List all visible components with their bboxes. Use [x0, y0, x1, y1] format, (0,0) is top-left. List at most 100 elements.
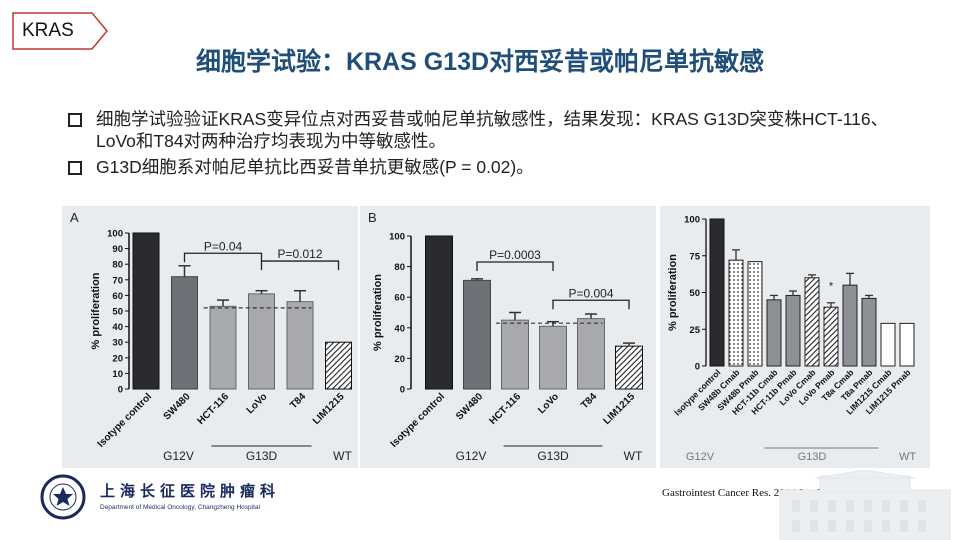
square-bullet-icon: [68, 113, 82, 127]
bar: [880, 322, 896, 367]
y-tick-label: 40: [112, 322, 123, 333]
y-tick-label: 0: [695, 362, 700, 373]
y-tick-label: 70: [112, 275, 123, 286]
y-tick-label: 0: [118, 385, 123, 396]
group-label-wt: WT: [333, 449, 352, 463]
x-tick-label: T84: [579, 391, 599, 411]
x-tick-label: LoVo: [536, 391, 561, 416]
y-tick-label: 100: [107, 229, 123, 240]
p-value-2-label: P=0.004: [568, 286, 613, 300]
x-tick-label: Isotype control: [389, 391, 448, 450]
group-label-g13d: G13D: [246, 449, 278, 463]
y-tick-label: 30: [112, 338, 123, 349]
bar: [804, 277, 820, 367]
significance-star: *: [829, 281, 834, 293]
y-tick-label: 80: [112, 260, 123, 271]
p-value-1-label: P=0.04: [204, 239, 243, 253]
y-axis-label: % proliferation: [372, 274, 384, 351]
x-tick-label: LoVo: [245, 391, 270, 416]
chart-b: B 0 20 40 60 80 100 % proliferation Isotype cont…: [368, 210, 643, 463]
group-label-wt: WT: [899, 451, 916, 463]
panel-letter: A: [70, 210, 79, 225]
y-axis-label: % proliferation: [90, 272, 102, 349]
y-tick-label: 50: [689, 288, 700, 299]
bar: [425, 235, 453, 390]
hospital-name-cn: 上海长征医院肿瘤科: [100, 483, 281, 500]
y-axis-label: % proliferation: [667, 254, 679, 331]
chart-a: A 0 10 20 30 40 50 60 70 80 90 100 % proliferation Is…: [70, 210, 352, 463]
bar: [463, 279, 491, 390]
square-bullet-icon: [68, 161, 82, 175]
bar: [132, 232, 160, 390]
group-label-g13d: G13D: [537, 449, 569, 463]
y-tick-label: 80: [394, 262, 405, 273]
bar: [785, 294, 801, 367]
y-tick-label: 100: [684, 215, 700, 226]
y-tick-label: 20: [112, 353, 123, 364]
y-tick-label: 40: [394, 323, 405, 334]
bar: [861, 297, 877, 367]
x-tick-label: LIM1215: [601, 391, 637, 427]
chart-panel-c: 0 25 50 75 100% proliferation Isotype control…: [660, 206, 930, 468]
bullet-text: 细胞学试验验证KRAS变异位点对西妥昔或帕尼单抗敏感性，结果发现：KRAS G1…: [96, 109, 889, 151]
bar: [171, 276, 198, 390]
p-value-1-bracket: [183, 252, 263, 263]
bar: [766, 299, 782, 367]
panel-letter: B: [368, 210, 377, 225]
x-tick-label: Isotype control: [96, 391, 155, 450]
p-value-2-bracket: [260, 260, 340, 271]
building-watermark: [779, 470, 951, 540]
tag-outline: [12, 12, 108, 50]
bar: [728, 259, 744, 367]
bullet-item: G13D细胞系对帕尼单抗比西妥昔单抗更敏感(P = 0.02)。: [64, 156, 914, 178]
group-label-g12v: G12V: [163, 449, 194, 463]
hospital-seal-icon: [40, 474, 86, 520]
bar: [501, 319, 529, 390]
p-value-2-bracket: [552, 299, 630, 310]
chart-panel-b: B 0 20 40 60 80 100 % proliferation Isotype cont…: [360, 206, 656, 468]
y-tick-label: 25: [689, 325, 700, 336]
bar: [325, 341, 352, 390]
bar: [842, 284, 858, 367]
p-value-1-bracket: [476, 261, 554, 272]
chart-panel-a: A 0 10 20 30 40 50 60 70 80 90 100 % proliferation Is…: [62, 206, 358, 468]
y-tick-label: 90: [112, 244, 123, 255]
slide-title: 细胞学试验：KRAS G13D对西妥昔或帕尼单抗敏感: [195, 48, 765, 76]
x-tick-label: SW480: [162, 391, 193, 422]
y-tick-label: 20: [394, 354, 405, 365]
bar: [747, 261, 763, 367]
y-tick-label: 10: [112, 369, 123, 380]
kras-tag: KRAS: [12, 12, 108, 50]
bullet-list: 细胞学试验验证KRAS变异位点对西妥昔或帕尼单抗敏感性，结果发现：KRAS G1…: [64, 108, 914, 182]
y-tick-label: 50: [112, 307, 123, 318]
p-value-2-label: P=0.012: [277, 247, 322, 261]
group-label-wt: WT: [624, 449, 643, 463]
bar: [615, 345, 643, 390]
x-tick-label: HCT-116: [487, 391, 523, 427]
y-tick-label: 60: [112, 291, 123, 302]
bar: [899, 322, 915, 367]
x-tick-label: SW480: [454, 391, 485, 422]
hospital-name-en: Department of Medical Oncology, Changzhe…: [100, 504, 260, 511]
y-tick-label: 0: [400, 385, 405, 396]
p-value-1-label: P=0.0003: [489, 248, 541, 262]
y-tick-label: 100: [389, 232, 405, 243]
bar: [209, 305, 237, 390]
bar: [709, 218, 725, 367]
x-tick-label: HCT-116: [195, 391, 231, 427]
bar: [539, 325, 567, 390]
group-label-g12v: G12V: [686, 451, 715, 463]
x-tick-label: T84: [288, 391, 308, 411]
y-tick-label: 75: [689, 251, 700, 262]
bar: [286, 301, 314, 390]
group-label-g12v: G12V: [456, 449, 487, 463]
bullet-item: 细胞学试验验证KRAS变异位点对西妥昔或帕尼单抗敏感性，结果发现：KRAS G1…: [64, 108, 914, 152]
group-label-g13d: G13D: [798, 451, 827, 463]
x-tick-label: LIM1215: [311, 391, 347, 427]
bullet-text: G13D细胞系对帕尼单抗比西妥昔单抗更敏感(P = 0.02)。: [96, 157, 534, 177]
tag-label: KRAS: [22, 20, 74, 41]
bar: [248, 293, 275, 390]
y-tick-label: 60: [394, 293, 405, 304]
bar: [823, 306, 839, 367]
